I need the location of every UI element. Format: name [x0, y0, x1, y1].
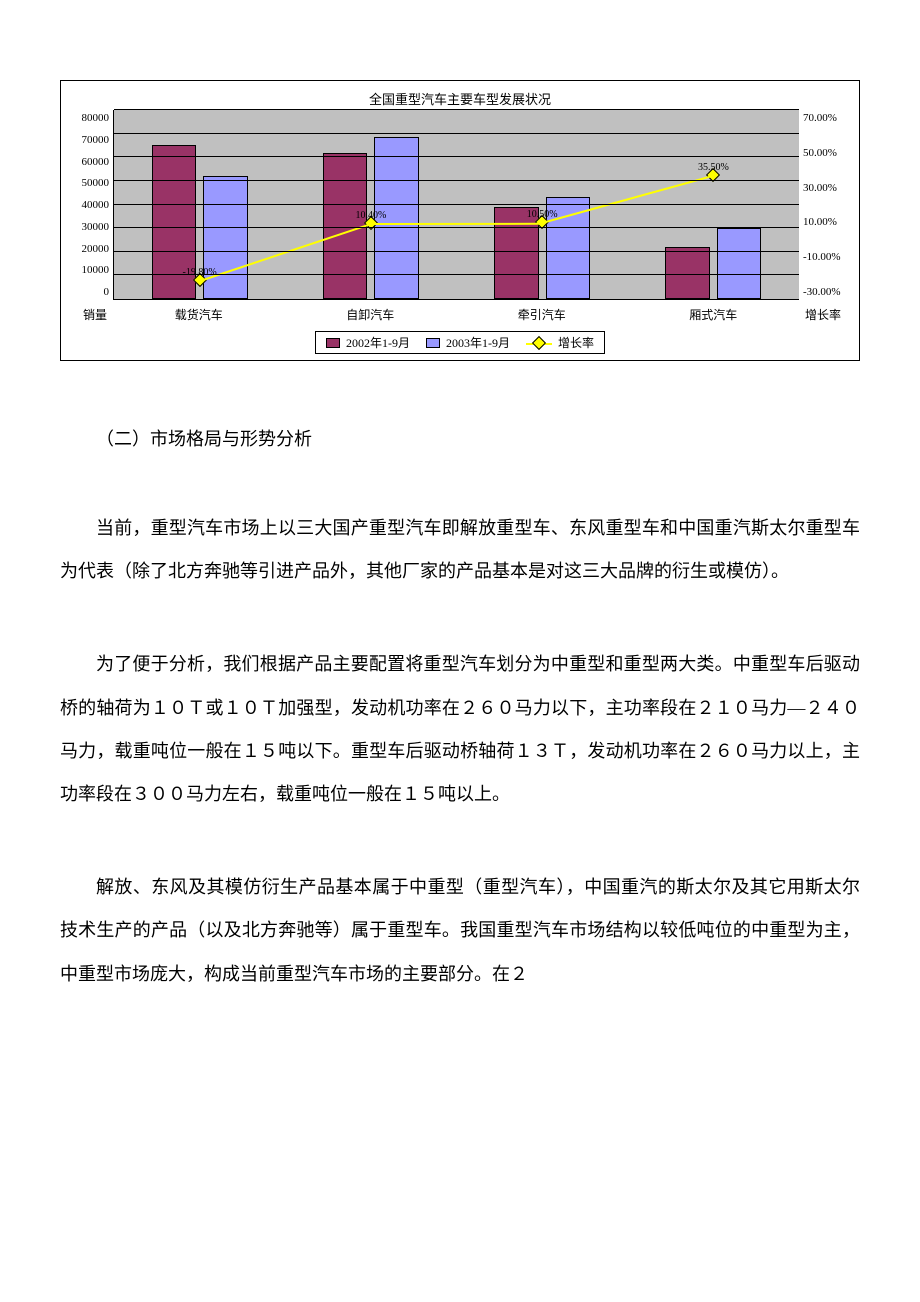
y-right-label: 增长率: [799, 306, 855, 323]
legend-item-growth: 增长率: [526, 334, 594, 351]
section-heading: （二）市场格局与形势分析: [60, 421, 860, 457]
chart-container: 全国重型汽车主要车型发展状况 80000 70000 60000 50000 40000…: [60, 80, 860, 361]
swatch-2003: [426, 338, 440, 348]
paragraph-2: 为了便于分析，我们根据产品主要配置将重型汽车划分为中重型和重型两大类。中重型车后…: [60, 643, 860, 816]
y-axis-left: 80000 70000 60000 50000 40000 30000 20000 10000…: [65, 110, 113, 300]
growth-label: 10.40%: [355, 209, 386, 220]
plot: -19.80%10.40%10.50%35.50%: [113, 110, 799, 300]
legend-item-2002: 2002年1-9月: [326, 334, 410, 351]
growth-segment: [371, 222, 542, 224]
growth-segment: [542, 175, 714, 224]
legend-item-2003: 2003年1-9月: [426, 334, 510, 351]
y-left-tick: 80000: [82, 112, 110, 124]
legend: 2002年1-9月 2003年1-9月 增长率: [315, 331, 605, 354]
y-right-tick: 70.00%: [803, 112, 837, 124]
y-left-label: 销量: [65, 306, 113, 323]
growth-segment: [199, 223, 371, 282]
legend-label-2002: 2002年1-9月: [346, 334, 410, 351]
x-axis: 销量 载货汽车 自卸汽车 牵引汽车 厢式汽车 增长率: [65, 300, 855, 323]
x-category: 载货汽车: [175, 306, 223, 323]
y-right-tick: 10.00%: [803, 216, 837, 228]
y-left-tick: 40000: [82, 199, 110, 211]
x-categories: 载货汽车 自卸汽车 牵引汽车 厢式汽车: [113, 306, 799, 323]
x-category: 牵引汽车: [518, 306, 566, 323]
line-layer: -19.80%10.40%10.50%35.50%: [114, 110, 799, 299]
plot-area: 80000 70000 60000 50000 40000 30000 20000 10000…: [65, 110, 855, 300]
paragraph-1: 当前，重型汽车市场上以三大国产重型汽车即解放重型车、东风重型车和中国重汽斯太尔重…: [60, 507, 860, 593]
paragraph-3: 解放、东风及其模仿衍生产品基本属于中重型（重型汽车），中国重汽的斯太尔及其它用斯…: [60, 866, 860, 996]
x-category: 厢式汽车: [689, 306, 737, 323]
y-left-tick: 50000: [82, 177, 110, 189]
y-left-tick: 10000: [82, 264, 110, 276]
y-right-tick: 30.00%: [803, 182, 837, 194]
y-right-tick: -10.00%: [803, 251, 841, 263]
y-right-tick: 50.00%: [803, 147, 837, 159]
y-left-tick: 0: [104, 286, 110, 298]
y-right-tick: -30.00%: [803, 286, 841, 298]
swatch-growth: [526, 338, 552, 348]
chart-title: 全国重型汽车主要车型发展状况: [65, 85, 855, 110]
y-left-tick: 30000: [82, 221, 110, 233]
legend-label-growth: 增长率: [558, 334, 594, 351]
swatch-2002: [326, 338, 340, 348]
y-left-tick: 60000: [82, 156, 110, 168]
y-axis-right: 70.00% 50.00% 30.00% 10.00% -10.00% -30.00%: [799, 110, 855, 300]
legend-label-2003: 2003年1-9月: [446, 334, 510, 351]
x-category: 自卸汽车: [346, 306, 394, 323]
y-left-tick: 20000: [82, 243, 110, 255]
y-left-tick: 70000: [82, 134, 110, 146]
growth-label: 35.50%: [698, 162, 729, 173]
